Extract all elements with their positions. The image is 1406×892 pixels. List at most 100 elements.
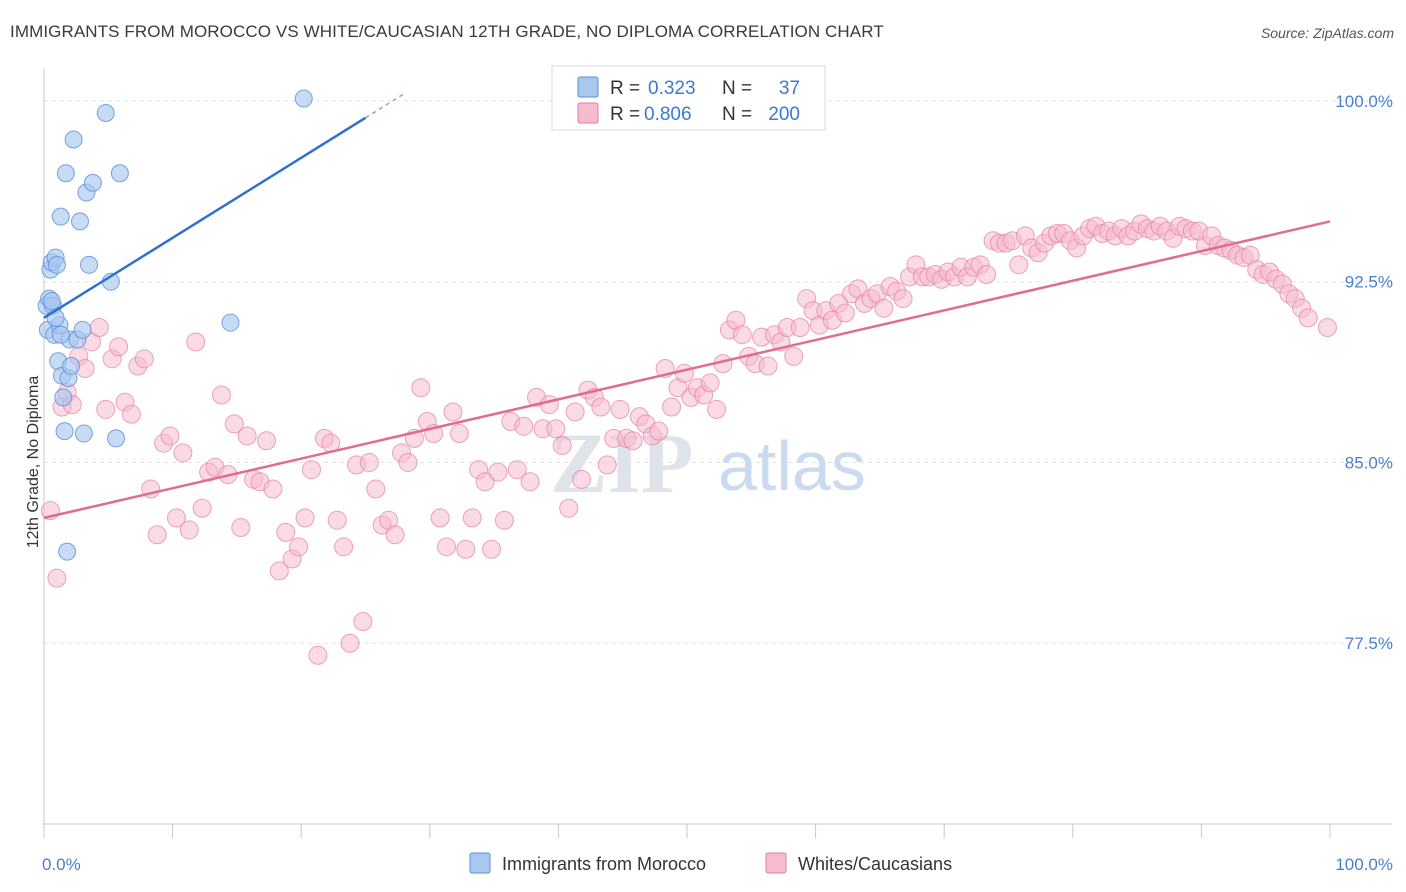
point-morocco-8	[47, 255, 66, 274]
point-whites-45	[327, 510, 347, 530]
point-whites-30	[231, 518, 251, 538]
chart-title: IMMIGRANTS FROM MOROCCO VS WHITE/CAUCASI…	[10, 22, 884, 41]
y-tick-label-2: 85.0%	[1345, 453, 1393, 472]
point-morocco-15	[56, 164, 75, 183]
axes	[43, 68, 1392, 838]
legend-r-value-2: 0.806	[644, 104, 692, 125]
point-morocco-19	[64, 130, 83, 149]
point-morocco-22	[73, 320, 92, 339]
point-whites-63	[443, 402, 463, 422]
point-morocco-31	[221, 313, 240, 332]
point-whites-40	[295, 508, 315, 528]
point-morocco-23	[74, 424, 93, 443]
point-whites-49	[353, 612, 373, 632]
point-whites-46	[334, 537, 354, 557]
point-whites-62	[437, 537, 457, 557]
y-tick-labels: 100.0% 92.5% 85.0% 77.5%	[1335, 92, 1393, 653]
point-morocco-13	[54, 388, 73, 407]
point-whites-20	[166, 508, 186, 528]
point-whites-66	[462, 508, 482, 528]
point-whites-81	[559, 498, 579, 518]
point-whites-9	[96, 399, 116, 419]
point-whites-56	[398, 452, 418, 472]
x-tick-label-1: 100.0%	[1335, 855, 1393, 874]
trend-line-morocco	[43, 116, 367, 319]
point-whites-27	[211, 385, 231, 405]
watermark-atlas: atlas	[718, 427, 866, 505]
bottom-legend-label-2: Whites/Caucasians	[798, 854, 952, 874]
point-whites-124	[835, 303, 855, 323]
point-whites-75	[520, 472, 540, 492]
point-whites-91	[623, 431, 643, 451]
point-whites-104	[707, 399, 727, 419]
trend-line-morocco-extension	[365, 93, 405, 119]
legend-n-label-2: N =	[722, 104, 752, 125]
point-whites-21	[173, 443, 193, 463]
point-whites-83	[572, 469, 592, 489]
point-morocco-34	[51, 325, 70, 344]
bottom-legend-label-1: Immigrants from Morocco	[502, 854, 706, 874]
point-whites-37	[276, 522, 296, 542]
point-whites-42	[308, 645, 328, 665]
y-tick-label-1: 92.5%	[1345, 273, 1393, 292]
trend-line-whites	[43, 220, 1331, 520]
point-whites-130	[874, 298, 894, 318]
point-whites-70	[488, 462, 508, 482]
source-label: Source: ZipAtlas.com	[1260, 25, 1394, 41]
point-whites-47	[340, 633, 360, 653]
grid-lines	[44, 100, 1392, 644]
point-whites-78	[539, 395, 559, 415]
point-morocco-35	[62, 357, 81, 376]
legend: R = 0.323 N = 37 R = 0.806 N = 200	[551, 65, 826, 131]
point-whites-58	[411, 378, 431, 398]
point-whites-116	[784, 346, 804, 366]
point-whites-50	[359, 452, 379, 472]
point-whites-87	[597, 455, 617, 475]
point-morocco-21	[71, 212, 90, 231]
point-morocco-26	[83, 173, 102, 192]
watermark-zip: ZIP	[550, 415, 693, 511]
legend-r-value-1: 0.323	[648, 78, 696, 99]
point-whites-97	[662, 397, 682, 417]
point-whites-80	[552, 436, 572, 456]
point-whites-73	[507, 460, 527, 480]
point-morocco-11	[51, 207, 70, 226]
point-whites-71	[494, 510, 514, 530]
bottom-legend-swatch-blue	[469, 852, 491, 874]
legend-n-value-1: 37	[779, 78, 800, 99]
point-whites-108	[732, 325, 752, 345]
point-whites-51	[366, 479, 386, 499]
point-whites-112	[758, 356, 778, 376]
point-whites-13	[121, 404, 141, 424]
point-whites-86	[591, 397, 611, 417]
point-whites-11	[109, 337, 129, 357]
x-tick-labels: 0.0% 100.0%	[42, 855, 1393, 874]
legend-r-label-1: R =	[610, 78, 640, 99]
point-whites-8	[89, 317, 109, 337]
point-whites-69	[482, 539, 502, 559]
point-whites-151	[1009, 255, 1029, 275]
point-whites-89	[610, 399, 630, 419]
series-whites-caucasians	[40, 214, 1337, 665]
legend-swatch-blue	[577, 76, 599, 98]
legend-r-label-2: R =	[610, 104, 640, 125]
point-whites-133	[893, 289, 913, 309]
point-whites-68	[475, 472, 495, 492]
series-immigrants-from-morocco	[37, 89, 313, 561]
point-whites-31	[237, 426, 257, 446]
point-morocco-16	[58, 542, 77, 561]
point-whites-82	[565, 402, 585, 422]
point-whites-24	[192, 498, 212, 518]
bottom-legend-swatch-pink	[765, 852, 787, 874]
x-tick-label-0: 0.0%	[42, 855, 81, 874]
point-whites-36	[269, 561, 289, 581]
point-whites-61	[430, 508, 450, 528]
legend-n-value-2: 200	[768, 104, 800, 125]
point-morocco-27	[96, 103, 115, 122]
y-axis-label: 12th Grade, No Diploma	[25, 376, 42, 549]
point-morocco-30	[110, 164, 129, 183]
point-whites-1	[47, 568, 67, 588]
point-whites-95	[649, 421, 669, 441]
point-whites-196	[1298, 308, 1318, 328]
